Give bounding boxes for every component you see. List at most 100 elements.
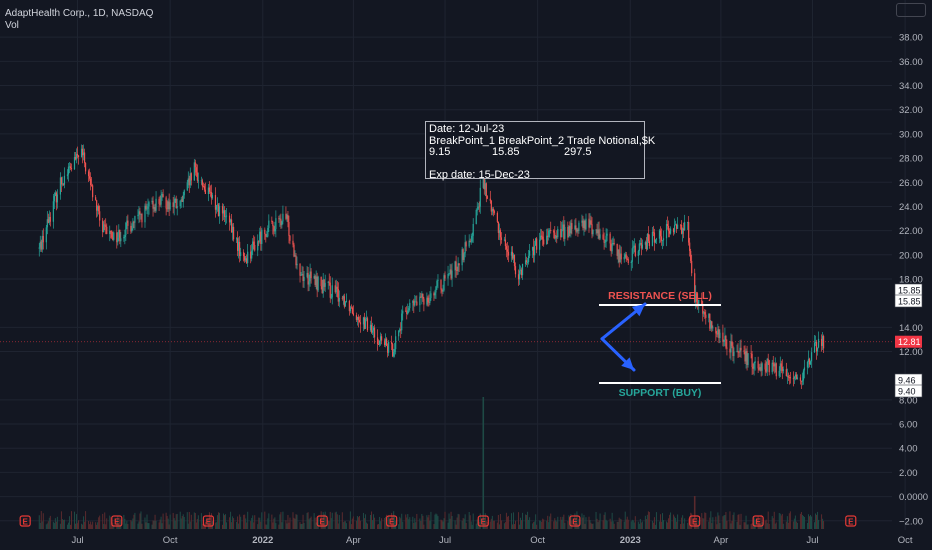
volume-bar	[617, 521, 619, 529]
volume-bar	[535, 514, 537, 529]
volume-bar	[561, 519, 563, 529]
candle-body	[427, 297, 429, 303]
volume-bar	[434, 514, 436, 529]
volume-bar	[578, 519, 580, 529]
candle-body	[708, 313, 710, 318]
support-badge-1-text: 9.46	[898, 376, 916, 386]
candle-body	[174, 198, 176, 203]
volume-bar	[528, 519, 530, 529]
axis-settings-button[interactable]	[896, 3, 926, 17]
candle-body	[458, 263, 460, 266]
volume-bar	[351, 518, 353, 529]
candle-body	[646, 233, 648, 250]
candle-body	[188, 178, 190, 186]
candle-body	[444, 275, 446, 279]
candle-body	[443, 275, 445, 291]
candle-body	[428, 302, 430, 303]
volume-bar	[555, 520, 557, 529]
volume-bar	[257, 524, 259, 529]
candle-body	[561, 230, 563, 238]
volume-bar	[740, 513, 742, 529]
candle-body	[370, 324, 373, 333]
candle-body	[760, 367, 762, 371]
candle-body	[484, 183, 486, 190]
volume-bar	[701, 513, 703, 529]
candle-body	[801, 380, 804, 382]
candle-body	[470, 241, 472, 243]
volume-bar	[125, 523, 127, 529]
candle-body	[218, 206, 221, 216]
price-tick-15: 4.00	[899, 444, 918, 455]
candle-body	[229, 219, 232, 223]
volume-bar	[180, 518, 182, 529]
candle-body	[412, 300, 414, 303]
candle-body	[598, 229, 600, 239]
candle-body	[126, 220, 128, 223]
candle-body	[703, 312, 705, 314]
volume-bar	[560, 516, 562, 529]
candle-body	[238, 241, 240, 251]
earnings-marker-3-letter: E	[320, 518, 326, 527]
volume-bar	[510, 513, 512, 529]
candle-body	[275, 218, 277, 230]
volume-bar	[568, 515, 570, 529]
volume-bar	[222, 524, 224, 529]
volume-bar	[666, 521, 668, 529]
volume-bar	[214, 522, 216, 529]
candle-body	[691, 260, 693, 274]
time-axis[interactable]: JulOct2022AprJulOct2023AprJulOct2024AprJ…	[71, 535, 932, 546]
candle-body	[285, 213, 287, 219]
candle-body	[237, 238, 239, 251]
volume-bar	[83, 516, 85, 529]
candle-body	[744, 351, 746, 362]
candle-body	[324, 282, 326, 287]
candle-body	[489, 198, 491, 201]
volume-bar	[281, 522, 283, 529]
candle-body	[549, 230, 551, 231]
candle-body	[254, 244, 256, 251]
candle-body	[717, 329, 719, 335]
volume-bar	[338, 515, 340, 529]
candle-body	[568, 226, 570, 238]
volume-bar	[479, 513, 481, 529]
volume-bar	[778, 513, 780, 529]
volume-bar	[78, 520, 80, 529]
candle-body	[665, 223, 668, 239]
volume-bar	[695, 520, 697, 529]
volume-bar	[519, 524, 521, 529]
volume-bar	[41, 521, 43, 529]
candle-body	[500, 237, 502, 240]
volume-bar	[272, 522, 274, 529]
candle-body	[680, 224, 682, 226]
volume-bar	[443, 518, 445, 529]
candle-body	[289, 235, 291, 241]
candle-body	[540, 235, 542, 240]
volume-bar	[775, 522, 777, 529]
price-tick-5: 28.00	[899, 154, 923, 165]
volume-bar	[427, 517, 429, 529]
volume-bar	[99, 515, 101, 529]
volume-bar	[334, 512, 336, 529]
volume-bar	[436, 514, 438, 529]
candle-body	[631, 248, 633, 262]
volume-indicator-label[interactable]: Vol	[5, 20, 19, 31]
volume-bar	[746, 524, 748, 529]
candle-body	[468, 240, 470, 247]
candle-body	[292, 240, 294, 245]
volume-bar	[533, 522, 535, 529]
volume-bar	[426, 515, 428, 529]
candle-body	[132, 221, 134, 229]
candle-body	[271, 220, 273, 222]
candle-body	[426, 297, 428, 305]
volume-bar	[267, 518, 269, 529]
earnings-marker-1-box	[111, 515, 123, 527]
candle-body	[351, 307, 353, 314]
volume-bar	[455, 524, 457, 529]
volume-bar	[794, 515, 796, 529]
volume-bar	[602, 520, 604, 529]
volume-bar	[419, 518, 421, 529]
earnings-marker-0-box	[19, 515, 31, 527]
volume-bars	[38, 397, 825, 529]
price-axis[interactable]: 38.00 36.00 34.00 32.00 30.00 28.00 26.00 24.00…	[899, 33, 928, 528]
